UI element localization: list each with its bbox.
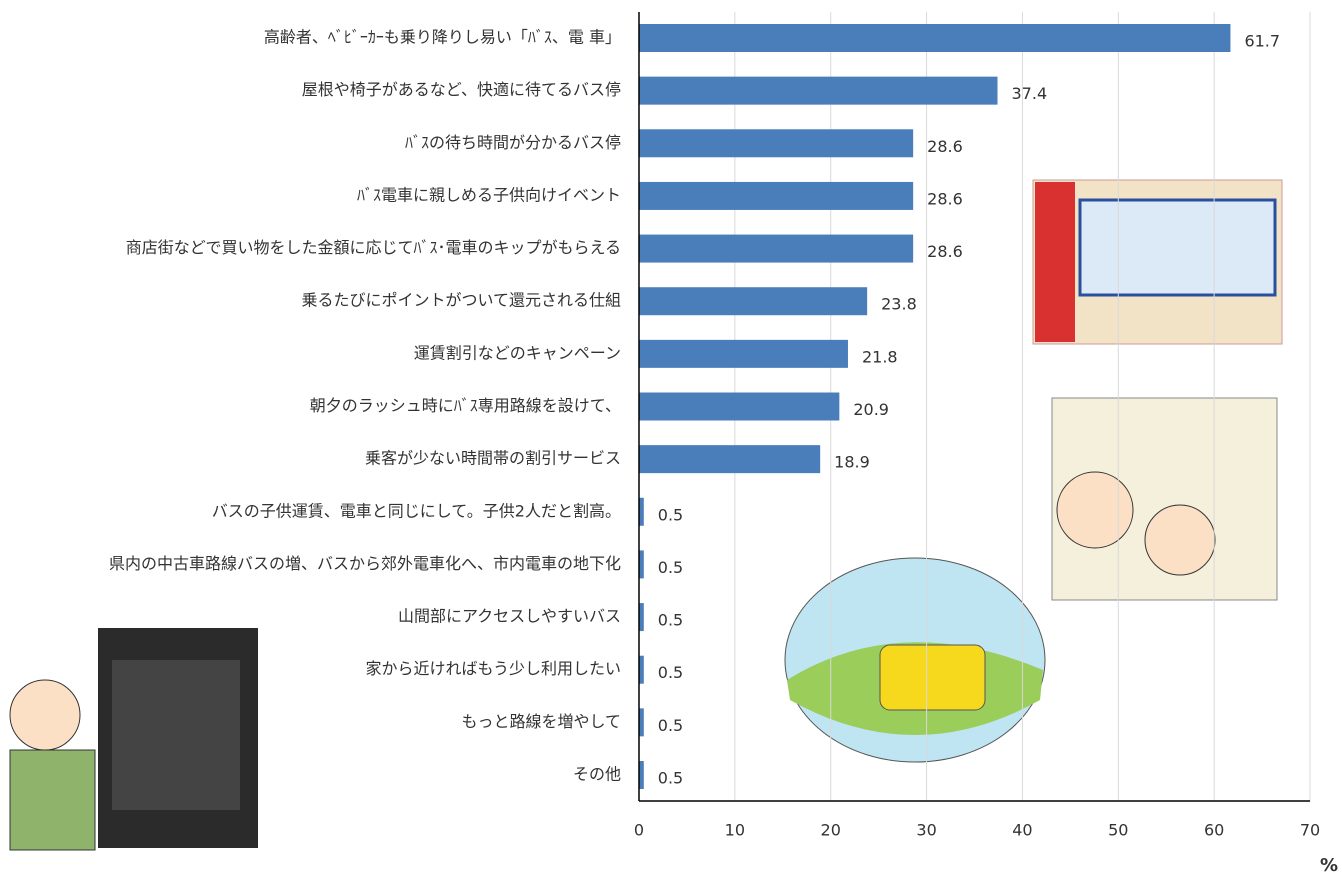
bar (639, 655, 644, 684)
bar (639, 234, 914, 263)
bar (639, 603, 644, 632)
illustration-part (1144, 504, 1216, 576)
value-label: 20.9 (853, 400, 889, 419)
y-tick-label: 朝夕のラッシュ時にﾊﾞｽ専用路線を設けて、 (310, 396, 621, 415)
y-tick-label: ﾊﾞｽ電車に親しめる子供向けイベント (357, 185, 621, 204)
illustration-bus-interior (1051, 397, 1278, 601)
x-tick-label: 60 (1204, 821, 1224, 840)
x-tick-label: 30 (916, 821, 936, 840)
y-tick-label: その他 (573, 765, 621, 784)
y-tick-label: 商店街などで買い物をした金額に応じてﾊﾞｽ･電車のキップがもらえる (126, 238, 621, 257)
illustration-countryside-bus (784, 557, 1046, 763)
illustration-part (9, 749, 96, 851)
value-label: 0.5 (658, 558, 683, 577)
y-tick-label: もっと路線を増やして (461, 712, 621, 731)
bar (639, 761, 644, 789)
y-tick-label: 乗客が少ない時間帯の割引サービス (365, 449, 621, 468)
x-tick-label: 70 (1300, 821, 1320, 840)
bar (639, 129, 914, 158)
y-tick-label: 運賃割引などのキャンペーン (414, 343, 621, 362)
y-tick-label: ﾊﾞｽの待ち時間が分かるバス停 (405, 133, 621, 152)
bar (639, 24, 1231, 52)
value-label: 18.9 (834, 453, 870, 472)
value-label: 0.5 (658, 769, 683, 788)
value-label: 21.8 (862, 347, 898, 366)
value-label: 0.5 (658, 663, 683, 682)
y-tick-label: 家から近ければもう少し利用したい (365, 659, 621, 678)
illustration-part (879, 644, 986, 711)
value-label: 61.7 (1244, 32, 1280, 51)
value-label: 0.5 (658, 611, 683, 630)
illustration-timetable (9, 628, 258, 851)
x-tick-label: 0 (634, 821, 644, 840)
value-label: 28.6 (927, 189, 963, 208)
bar (639, 445, 821, 474)
value-label: 0.5 (658, 505, 683, 524)
y-tick-label: 屋根や椅子があるなど、快適に待てるバス停 (302, 80, 621, 99)
illustration-nonstep-bus (1032, 179, 1283, 345)
bar (639, 76, 998, 105)
illustration-part (1078, 198, 1277, 297)
bar (639, 550, 644, 579)
y-tick-label: 乗るたびにポイントがついて還元される仕組 (301, 291, 621, 310)
bar (639, 392, 840, 421)
bar (639, 708, 644, 737)
illustration-part (1056, 471, 1134, 549)
bar (639, 181, 914, 210)
y-tick-label: 県内の中古車路線バスの増、バスから郊外電車化へ、市内電車の地下化 (109, 554, 621, 573)
x-tick-label: 10 (725, 821, 745, 840)
illustration-part (112, 660, 240, 810)
x-tick-label: 40 (1012, 821, 1032, 840)
bar (639, 287, 868, 316)
bar (639, 339, 848, 368)
value-label: 28.6 (927, 242, 963, 261)
illustration-part (9, 679, 81, 751)
y-tick-label: 山間部にアクセスしやすいバス (398, 607, 621, 626)
x-tick-label: 20 (821, 821, 841, 840)
value-label: 23.8 (881, 295, 917, 314)
x-axis-label: % (1320, 855, 1338, 876)
y-tick-label: バスの子供運賃、電車と同じにして。子供2人だと割高。 (212, 501, 621, 520)
y-tick-label: 高齢者、ﾍﾞﾋﾞｰｶｰも乗り降りし易い「ﾊﾞｽ、電 車」 (264, 28, 621, 47)
bar (639, 497, 644, 526)
value-label: 37.4 (1012, 84, 1048, 103)
illustration-part (1035, 182, 1075, 342)
value-label: 28.6 (927, 137, 963, 156)
value-label: 0.5 (658, 716, 683, 735)
x-tick-label: 50 (1108, 821, 1128, 840)
